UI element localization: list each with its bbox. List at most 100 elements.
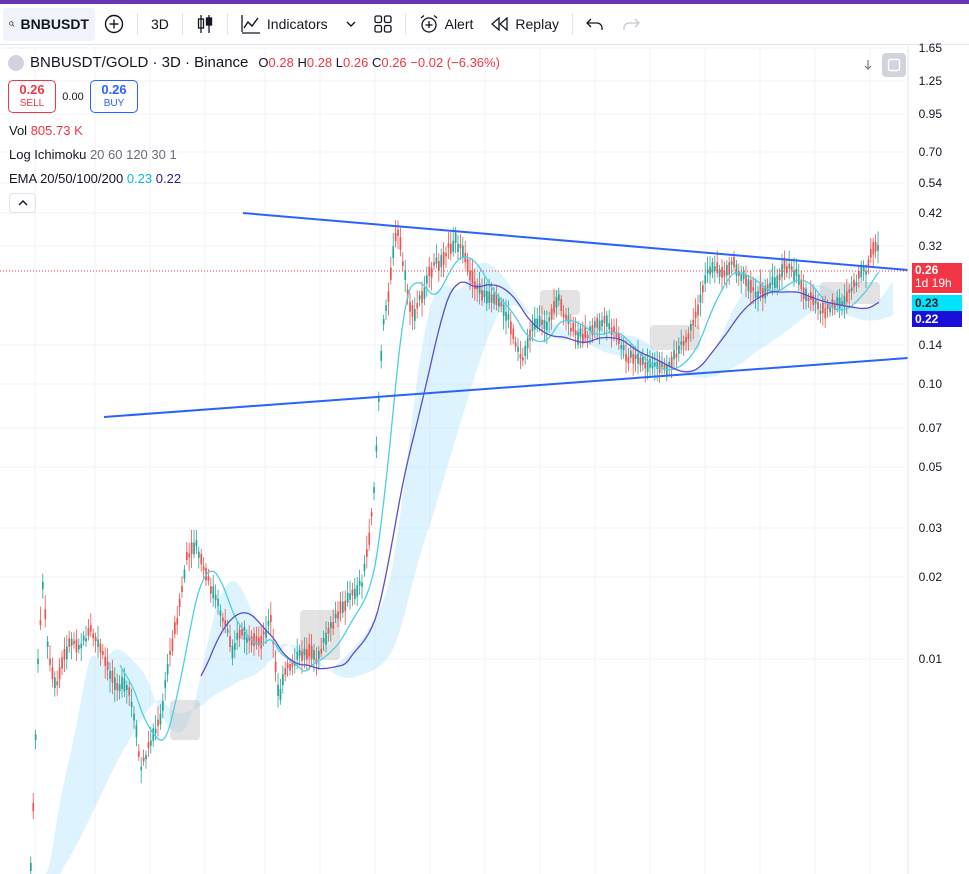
candle-body — [843, 296, 846, 307]
price-axis-tick: 0.05 — [918, 460, 942, 474]
candle-body — [862, 266, 865, 272]
layout-button[interactable] — [365, 8, 401, 41]
compare-symbol-button[interactable] — [95, 8, 133, 41]
undo-button[interactable] — [577, 8, 613, 41]
candle-body — [279, 688, 282, 701]
candle-body — [152, 728, 155, 741]
indicators-button[interactable]: Indicators — [232, 8, 337, 41]
candle-body — [32, 802, 35, 812]
candle-body — [565, 314, 567, 320]
candle-body — [469, 270, 471, 281]
price-axis-tick: 0.54 — [918, 176, 942, 190]
candle-body — [334, 613, 337, 619]
volume-legend[interactable]: Vol 805.73 K — [9, 123, 83, 138]
candle-body — [104, 656, 107, 666]
scroll-down-button[interactable] — [856, 53, 880, 77]
candle-body — [740, 274, 743, 282]
replay-button[interactable]: Replay — [482, 8, 568, 41]
ichimoku-legend[interactable]: Log Ichimoku 20 60 120 30 1 — [9, 147, 177, 162]
candle-body — [255, 635, 258, 645]
chart-pane[interactable] — [0, 46, 969, 874]
candle-body — [735, 264, 738, 276]
candle-body — [786, 266, 788, 273]
candle-body — [164, 679, 167, 689]
indicator-templates-button[interactable] — [337, 8, 365, 41]
candle-body — [454, 232, 457, 244]
candle-body — [169, 651, 171, 655]
buy-button[interactable]: 0.26 BUY — [90, 80, 138, 113]
candle-body — [490, 294, 493, 303]
last-price-label: 0.26 1d 19h — [912, 263, 962, 293]
candle-body — [121, 677, 123, 689]
candle-body — [522, 357, 524, 361]
candle-body — [555, 297, 558, 308]
candle-body — [668, 362, 671, 367]
candle-body — [133, 713, 135, 721]
candle-body — [229, 636, 231, 648]
maximize-pane-button[interactable] — [882, 53, 906, 77]
candle-body — [790, 266, 793, 271]
candle-body — [462, 245, 464, 258]
candle-body — [171, 638, 174, 652]
candle-body — [234, 643, 236, 650]
price-chart[interactable] — [0, 46, 969, 874]
candle-body — [207, 576, 210, 581]
ema-legend[interactable]: EMA 20/50/100/200 0.23 0.22 — [9, 171, 181, 186]
candle-body — [200, 554, 203, 565]
candle-body — [438, 260, 440, 271]
candle-body — [483, 290, 486, 298]
layout-grid-icon — [373, 15, 392, 33]
candle-body — [94, 636, 97, 641]
alert-button[interactable]: Alert — [410, 8, 483, 41]
upper-trendline — [242, 212, 909, 271]
legend-title-row[interactable]: BNBUSDT/GOLD · 3D · Binance O0.28 H0.28 … — [8, 54, 500, 72]
candle-body — [306, 648, 308, 660]
candle-body — [423, 287, 426, 299]
candle-body — [414, 309, 416, 321]
collapse-legend-button[interactable] — [9, 193, 36, 213]
candle-body — [526, 337, 529, 349]
sell-button[interactable]: 0.26 SELL — [8, 80, 56, 113]
candle-body — [195, 540, 198, 547]
candle-body — [582, 333, 584, 344]
candle-body — [838, 297, 841, 309]
top-accent-strip — [0, 0, 969, 4]
candle-body — [130, 701, 133, 708]
candle-body — [666, 364, 668, 377]
candle-body — [147, 742, 150, 748]
price-axis-tick: 0.42 — [918, 206, 942, 220]
candle-body — [51, 667, 54, 680]
candle-body — [226, 629, 229, 633]
candle-body — [622, 344, 625, 351]
candle-body — [181, 585, 183, 593]
price-axis-tick: 1.65 — [918, 41, 942, 55]
candle-body — [776, 275, 779, 288]
chart-type-button[interactable] — [187, 8, 223, 41]
candle-body — [54, 677, 56, 689]
candle-body — [102, 651, 104, 655]
candle-body — [116, 683, 119, 691]
candle-body — [718, 269, 721, 277]
ema-slow-value: 0.22 — [155, 171, 182, 186]
trade-buttons: 0.26 SELL 0.00 0.26 BUY — [8, 80, 138, 113]
symbol-search-button[interactable]: BNBUSDT — [3, 7, 95, 41]
ema-slow-price-label: 0.22 — [912, 311, 962, 327]
candle-body — [704, 275, 707, 284]
candle-body — [764, 286, 767, 299]
candle-body — [114, 677, 116, 690]
candle-body — [711, 262, 714, 273]
ichimoku-label: Log Ichimoku — [9, 147, 87, 162]
candle-body — [123, 678, 126, 692]
interval-button[interactable]: 3D — [142, 8, 178, 41]
close-value: 0.26 — [381, 55, 407, 71]
candle-body — [534, 318, 536, 330]
candle-body — [202, 566, 205, 571]
candle-body — [723, 271, 726, 277]
candle-body — [658, 361, 661, 373]
candle-body — [274, 661, 277, 673]
redo-button[interactable] — [613, 8, 649, 41]
candle-body — [519, 354, 522, 359]
candle-body — [260, 636, 263, 649]
price-axis-tick: 0.03 — [918, 521, 942, 535]
candlestick-icon — [197, 15, 213, 33]
